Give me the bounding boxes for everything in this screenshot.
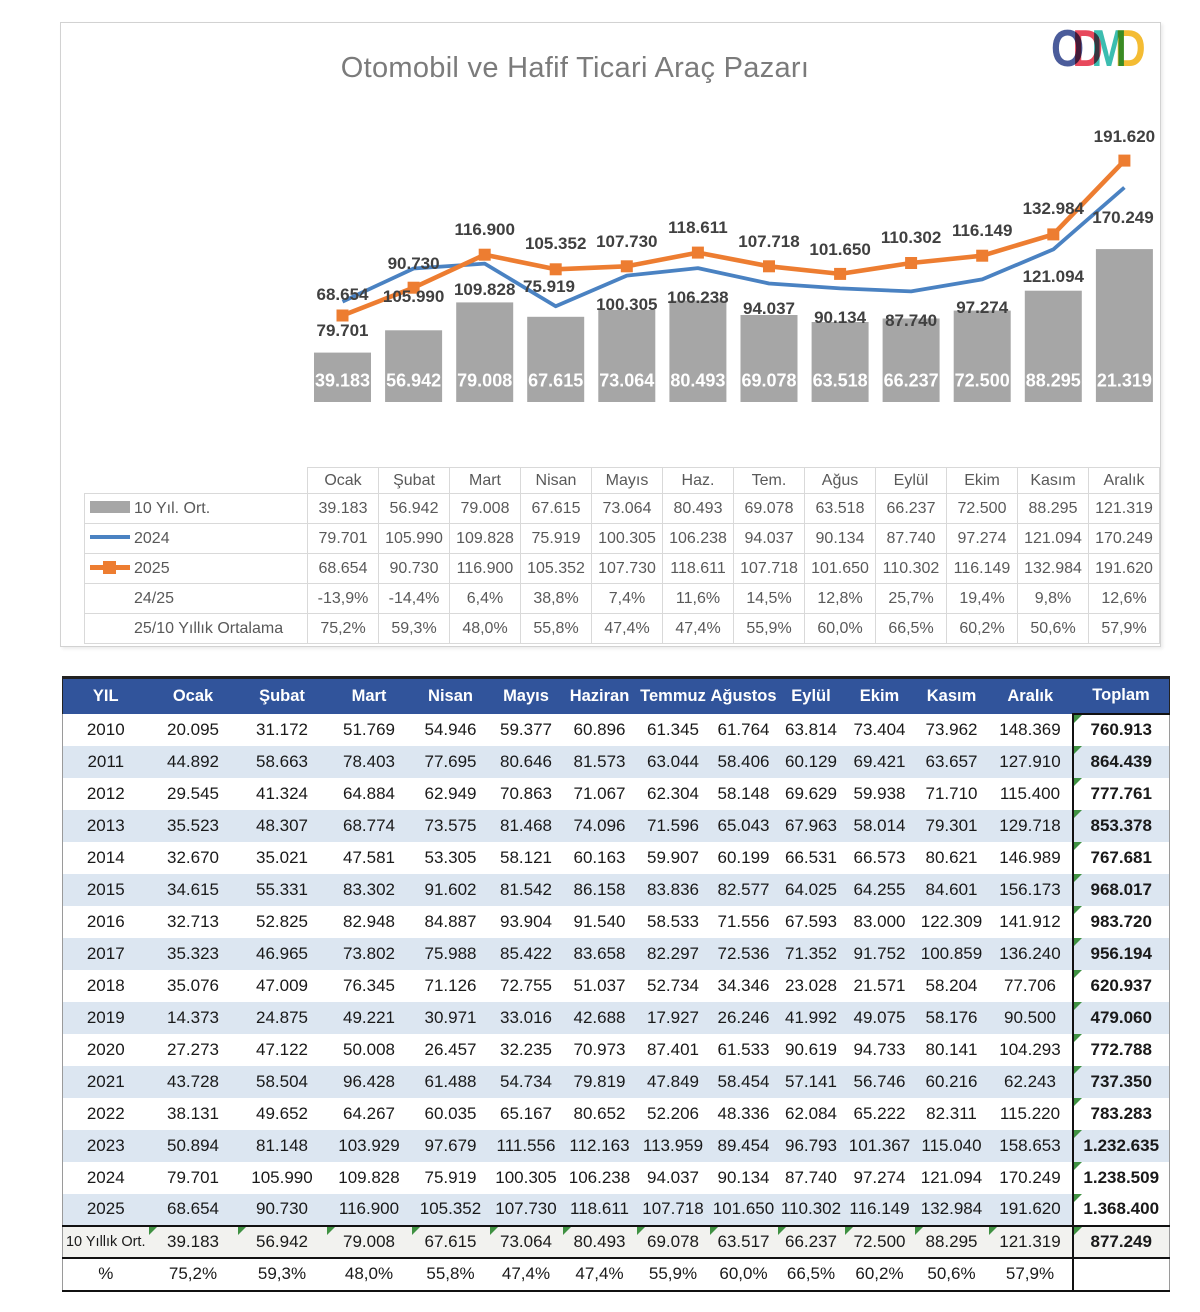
svg-text:132.984: 132.984 — [1023, 199, 1085, 218]
svg-text:63.518: 63.518 — [813, 371, 868, 391]
svg-text:80.493: 80.493 — [670, 371, 725, 391]
svg-text:191.620: 191.620 — [1094, 127, 1155, 146]
svg-text:73.064: 73.064 — [599, 371, 654, 391]
svg-text:68.654: 68.654 — [317, 285, 370, 304]
svg-text:79.008: 79.008 — [457, 371, 512, 391]
svg-text:106.238: 106.238 — [667, 288, 728, 307]
svg-text:105.990: 105.990 — [383, 287, 444, 306]
svg-text:116.149: 116.149 — [952, 221, 1013, 240]
svg-text:88.295: 88.295 — [1026, 371, 1081, 391]
svg-text:94.037: 94.037 — [743, 299, 795, 318]
svg-text:21.319: 21.319 — [1097, 371, 1152, 391]
svg-text:118.611: 118.611 — [668, 218, 728, 237]
svg-text:75.919: 75.919 — [523, 277, 575, 296]
svg-text:97.274: 97.274 — [956, 298, 1009, 317]
svg-text:39.183: 39.183 — [315, 371, 370, 391]
svg-text:105.352: 105.352 — [525, 234, 586, 253]
svg-text:56.942: 56.942 — [386, 371, 441, 391]
svg-text:69.078: 69.078 — [741, 371, 796, 391]
svg-text:90.134: 90.134 — [814, 308, 867, 327]
svg-text:107.718: 107.718 — [738, 232, 799, 251]
svg-text:72.500: 72.500 — [955, 371, 1010, 391]
svg-text:66.237: 66.237 — [884, 371, 939, 391]
svg-text:121.094: 121.094 — [1023, 267, 1085, 286]
svg-text:110.302: 110.302 — [881, 228, 942, 247]
svg-text:87.740: 87.740 — [885, 311, 937, 330]
svg-text:109.828: 109.828 — [454, 280, 515, 299]
svg-text:90.730: 90.730 — [388, 254, 440, 273]
svg-text:67.615: 67.615 — [528, 371, 583, 391]
svg-text:79.701: 79.701 — [317, 321, 369, 340]
svg-text:107.730: 107.730 — [596, 232, 657, 251]
svg-text:116.900: 116.900 — [454, 220, 515, 239]
svg-text:101.650: 101.650 — [809, 240, 870, 259]
svg-text:170.249: 170.249 — [1092, 208, 1153, 227]
svg-text:100.305: 100.305 — [596, 295, 657, 314]
